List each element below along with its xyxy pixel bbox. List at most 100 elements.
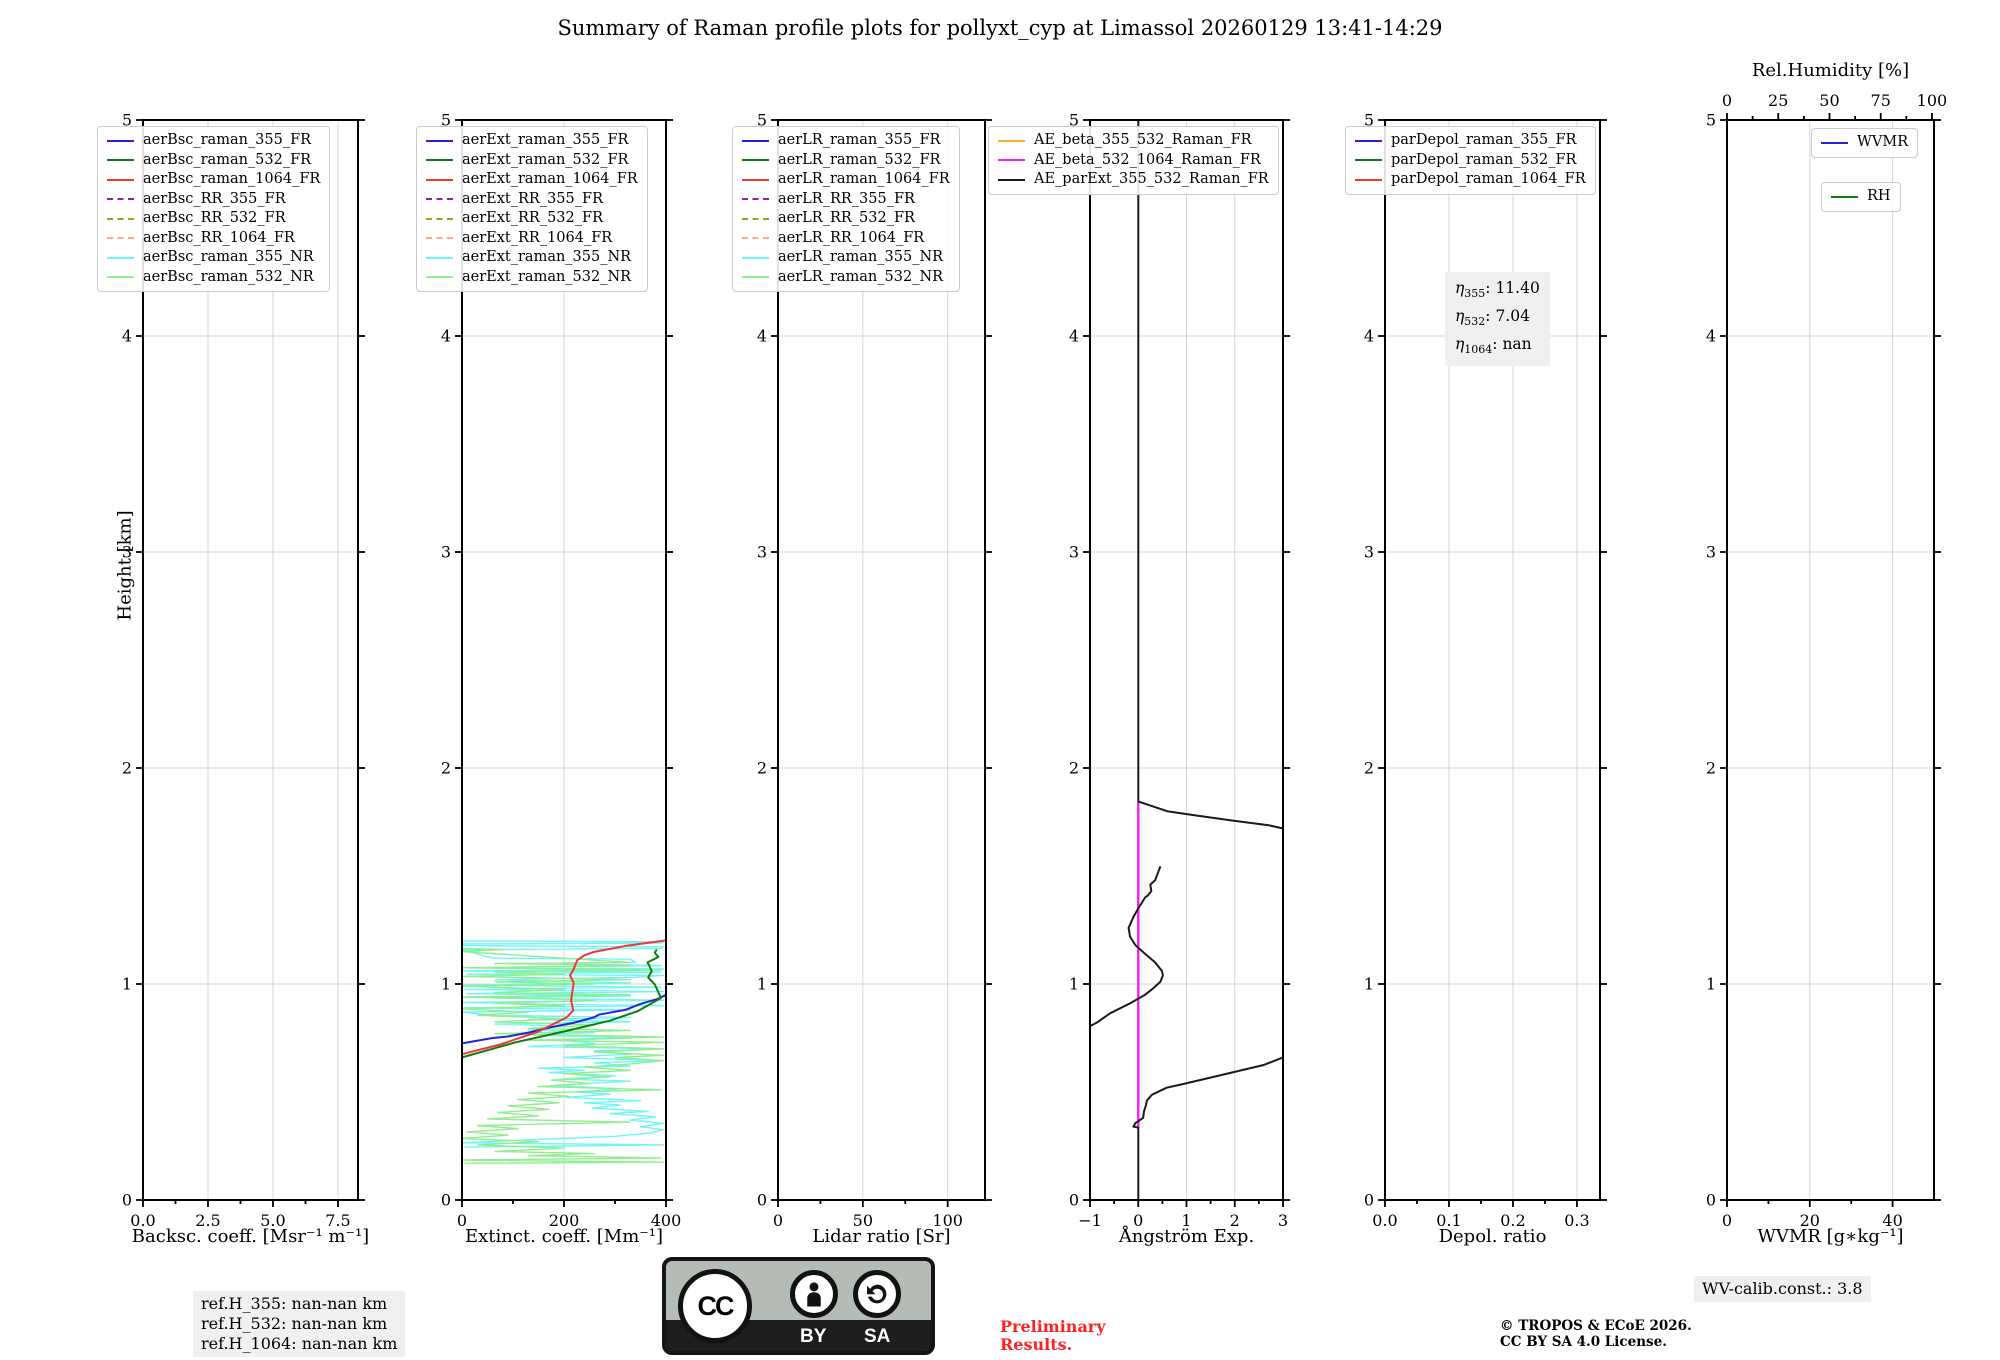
svg-text:0.2: 0.2: [1500, 1211, 1525, 1230]
copyright-line2: CC BY SA 4.0 License.: [1500, 1334, 1667, 1350]
svg-text:100: 100: [1917, 91, 1948, 110]
legend-label: WVMR: [1857, 134, 1909, 150]
backscatter-plot: 0.0 2.5 5.0 7.5 0 1 2 3 4 5: [122, 111, 365, 1230]
top-axis-label-humidity: Rel.Humidity [%]: [1751, 60, 1910, 81]
legend-label: aerBsc_raman_532_FR: [143, 151, 312, 168]
svg-text:0: 0: [1706, 1191, 1716, 1210]
legend-entry: AE_beta_532_1064_Raman_FR: [998, 151, 1269, 171]
legend-label: aerLR_RR_355_FR: [778, 190, 915, 207]
legend-line-swatch: [742, 276, 769, 279]
legend-entry: parDepol_raman_1064_FR: [1355, 170, 1586, 190]
svg-text:4: 4: [122, 327, 132, 346]
legend-line-swatch: [742, 237, 769, 240]
legend-line-swatch: [742, 159, 769, 162]
legend-entry: aerLR_raman_532_NR: [742, 268, 950, 288]
panel-lidar-ratio: 0 50 100 0 1 2 3 4 5 aerLR_raman_355_FR aerLR_ram…: [732, 111, 992, 1247]
legend-entry: aerExt_RR_355_FR: [426, 190, 638, 210]
legend-entry: WVMR: [1821, 133, 1908, 153]
svg-text:3: 3: [1069, 543, 1079, 562]
svg-text:2: 2: [1069, 759, 1079, 778]
legend-entry: aerExt_raman_532_NR: [426, 268, 638, 288]
svg-text:2: 2: [122, 759, 132, 778]
legend-label: parDepol_raman_532_FR: [1391, 151, 1577, 168]
svg-text:0: 0: [457, 1211, 467, 1230]
legend-line-swatch: [998, 159, 1025, 162]
svg-text:5.0: 5.0: [260, 1211, 285, 1230]
svg-text:20: 20: [1800, 1211, 1820, 1230]
x-axis-label-extinction: Extinct. coeff. [Mm⁻¹]: [464, 1226, 664, 1247]
legend-label: AE_beta_532_1064_Raman_FR: [1034, 151, 1261, 168]
svg-text:1: 1: [1364, 975, 1374, 994]
svg-text:1: 1: [441, 975, 451, 994]
legend-lidar-ratio: aerLR_raman_355_FR aerLR_raman_532_FR aerL…: [732, 126, 960, 292]
svg-text:3: 3: [1706, 543, 1716, 562]
legend-line-swatch: [742, 217, 769, 220]
panel-wvmr: 0 20 40 0 1 2 3 4 5 0 25 50 75 100 Rel.Humidity [%] W…: [1706, 60, 1947, 1247]
panel-angstrom: −1 0 1 2 3 0 1 2 3 4 5 AE_beta_355_532_Raman_FR AE_…: [988, 111, 1290, 1247]
legend-line-swatch: [426, 198, 453, 201]
svg-text:7.5: 7.5: [325, 1211, 350, 1230]
legend-line-swatch: [107, 139, 134, 142]
legend-line-swatch: [426, 178, 453, 181]
legend-label: aerBsc_raman_1064_FR: [143, 171, 321, 187]
person-icon: [807, 1282, 821, 1307]
copyright-line1: © TROPOS & ECoE 2026.: [1500, 1318, 1692, 1334]
svg-text:2: 2: [1706, 759, 1716, 778]
cc-sa-label: SA: [864, 1326, 891, 1347]
legend-label: AE_beta_355_532_Raman_FR: [1034, 132, 1252, 148]
reference-height-note: ref.H_355: nan-nan km ref.H_532: nan-nan…: [193, 1291, 406, 1357]
legend-label: RH: [1867, 188, 1891, 204]
legend-label: parDepol_raman_1064_FR: [1391, 171, 1586, 187]
legend-line-swatch: [998, 178, 1025, 181]
legend-line-swatch: [1821, 141, 1848, 144]
cc-by-sa-badge: CC BY SA: [662, 1257, 935, 1355]
legend-entry: aerLR_RR_355_FR: [742, 190, 950, 210]
svg-text:5: 5: [1364, 111, 1374, 130]
svg-text:5: 5: [757, 111, 767, 130]
svg-text:3: 3: [1364, 543, 1374, 562]
eta-calibration-annotation: η355: 11.40 η532: 7.04 η1064: nan: [1445, 272, 1550, 367]
svg-text:5: 5: [1069, 111, 1079, 130]
svg-text:50: 50: [1819, 91, 1839, 110]
attribution-person-icon: [790, 1270, 838, 1318]
share-alike-arrow-icon: [853, 1270, 901, 1318]
legend-label: aerBsc_raman_355_FR: [143, 132, 312, 148]
extinction-plot: 0 200 400 0 1 2 3 4 5: [441, 111, 681, 1231]
svg-text:0: 0: [1069, 1191, 1079, 1210]
svg-text:4: 4: [441, 327, 451, 346]
svg-text:3: 3: [757, 543, 767, 562]
legend-label: aerExt_RR_355_FR: [462, 190, 603, 207]
svg-text:2.5: 2.5: [195, 1211, 220, 1230]
legend-line-swatch: [426, 139, 453, 142]
legend-entry: aerLR_raman_532_FR: [742, 151, 950, 171]
x-axis-label-backscatter: Backsc. coeff. [Msr⁻¹ m⁻¹]: [131, 1226, 370, 1247]
svg-text:5: 5: [122, 111, 132, 130]
legend-angstrom: AE_beta_355_532_Raman_FR AE_beta_532_1064…: [988, 126, 1279, 195]
legend-entry: aerLR_raman_355_NR: [742, 248, 950, 268]
legend-line-swatch: [426, 237, 453, 240]
svg-text:4: 4: [1364, 327, 1374, 346]
legend-line-swatch: [426, 256, 453, 259]
legend-entry: parDepol_raman_355_FR: [1355, 131, 1586, 151]
svg-text:1: 1: [1706, 975, 1716, 994]
legend-label: aerBsc_RR_532_FR: [143, 210, 286, 226]
legend-label: aerLR_RR_1064_FR: [778, 229, 925, 246]
svg-text:3: 3: [441, 543, 451, 562]
legend-line-swatch: [1355, 139, 1382, 142]
preliminary-line2: Results.: [1000, 1335, 1073, 1354]
svg-text:0: 0: [1722, 1211, 1732, 1230]
legend-entry: aerExt_raman_355_NR: [426, 248, 638, 268]
legend-wvmr: WVMR: [1811, 128, 1919, 158]
legend-entry: aerBsc_raman_355_NR: [107, 248, 320, 268]
legend-label: aerLR_raman_532_NR: [778, 268, 944, 285]
svg-text:0.1: 0.1: [1436, 1211, 1461, 1230]
legend-entry: aerExt_raman_355_FR: [426, 131, 638, 151]
legend-entry: AE_beta_355_532_Raman_FR: [998, 131, 1269, 151]
legend-rh: RH: [1821, 182, 1901, 212]
legend-line-swatch: [107, 217, 134, 220]
legend-entry: aerExt_raman_1064_FR: [426, 170, 638, 190]
svg-text:2: 2: [757, 759, 767, 778]
